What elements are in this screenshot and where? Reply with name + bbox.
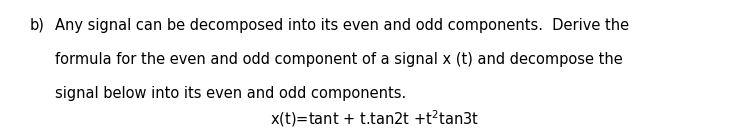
Text: b): b) xyxy=(30,18,45,33)
Text: Any signal can be decomposed into its even and odd components.  Derive the: Any signal can be decomposed into its ev… xyxy=(55,18,629,33)
Text: formula for the even and odd component of a signal x (t) and decompose the: formula for the even and odd component o… xyxy=(55,52,622,67)
Text: x(t)=tant + t.tan2t +t$^2$tan3t: x(t)=tant + t.tan2t +t$^2$tan3t xyxy=(271,108,479,129)
Text: signal below into its even and odd components.: signal below into its even and odd compo… xyxy=(55,86,406,101)
